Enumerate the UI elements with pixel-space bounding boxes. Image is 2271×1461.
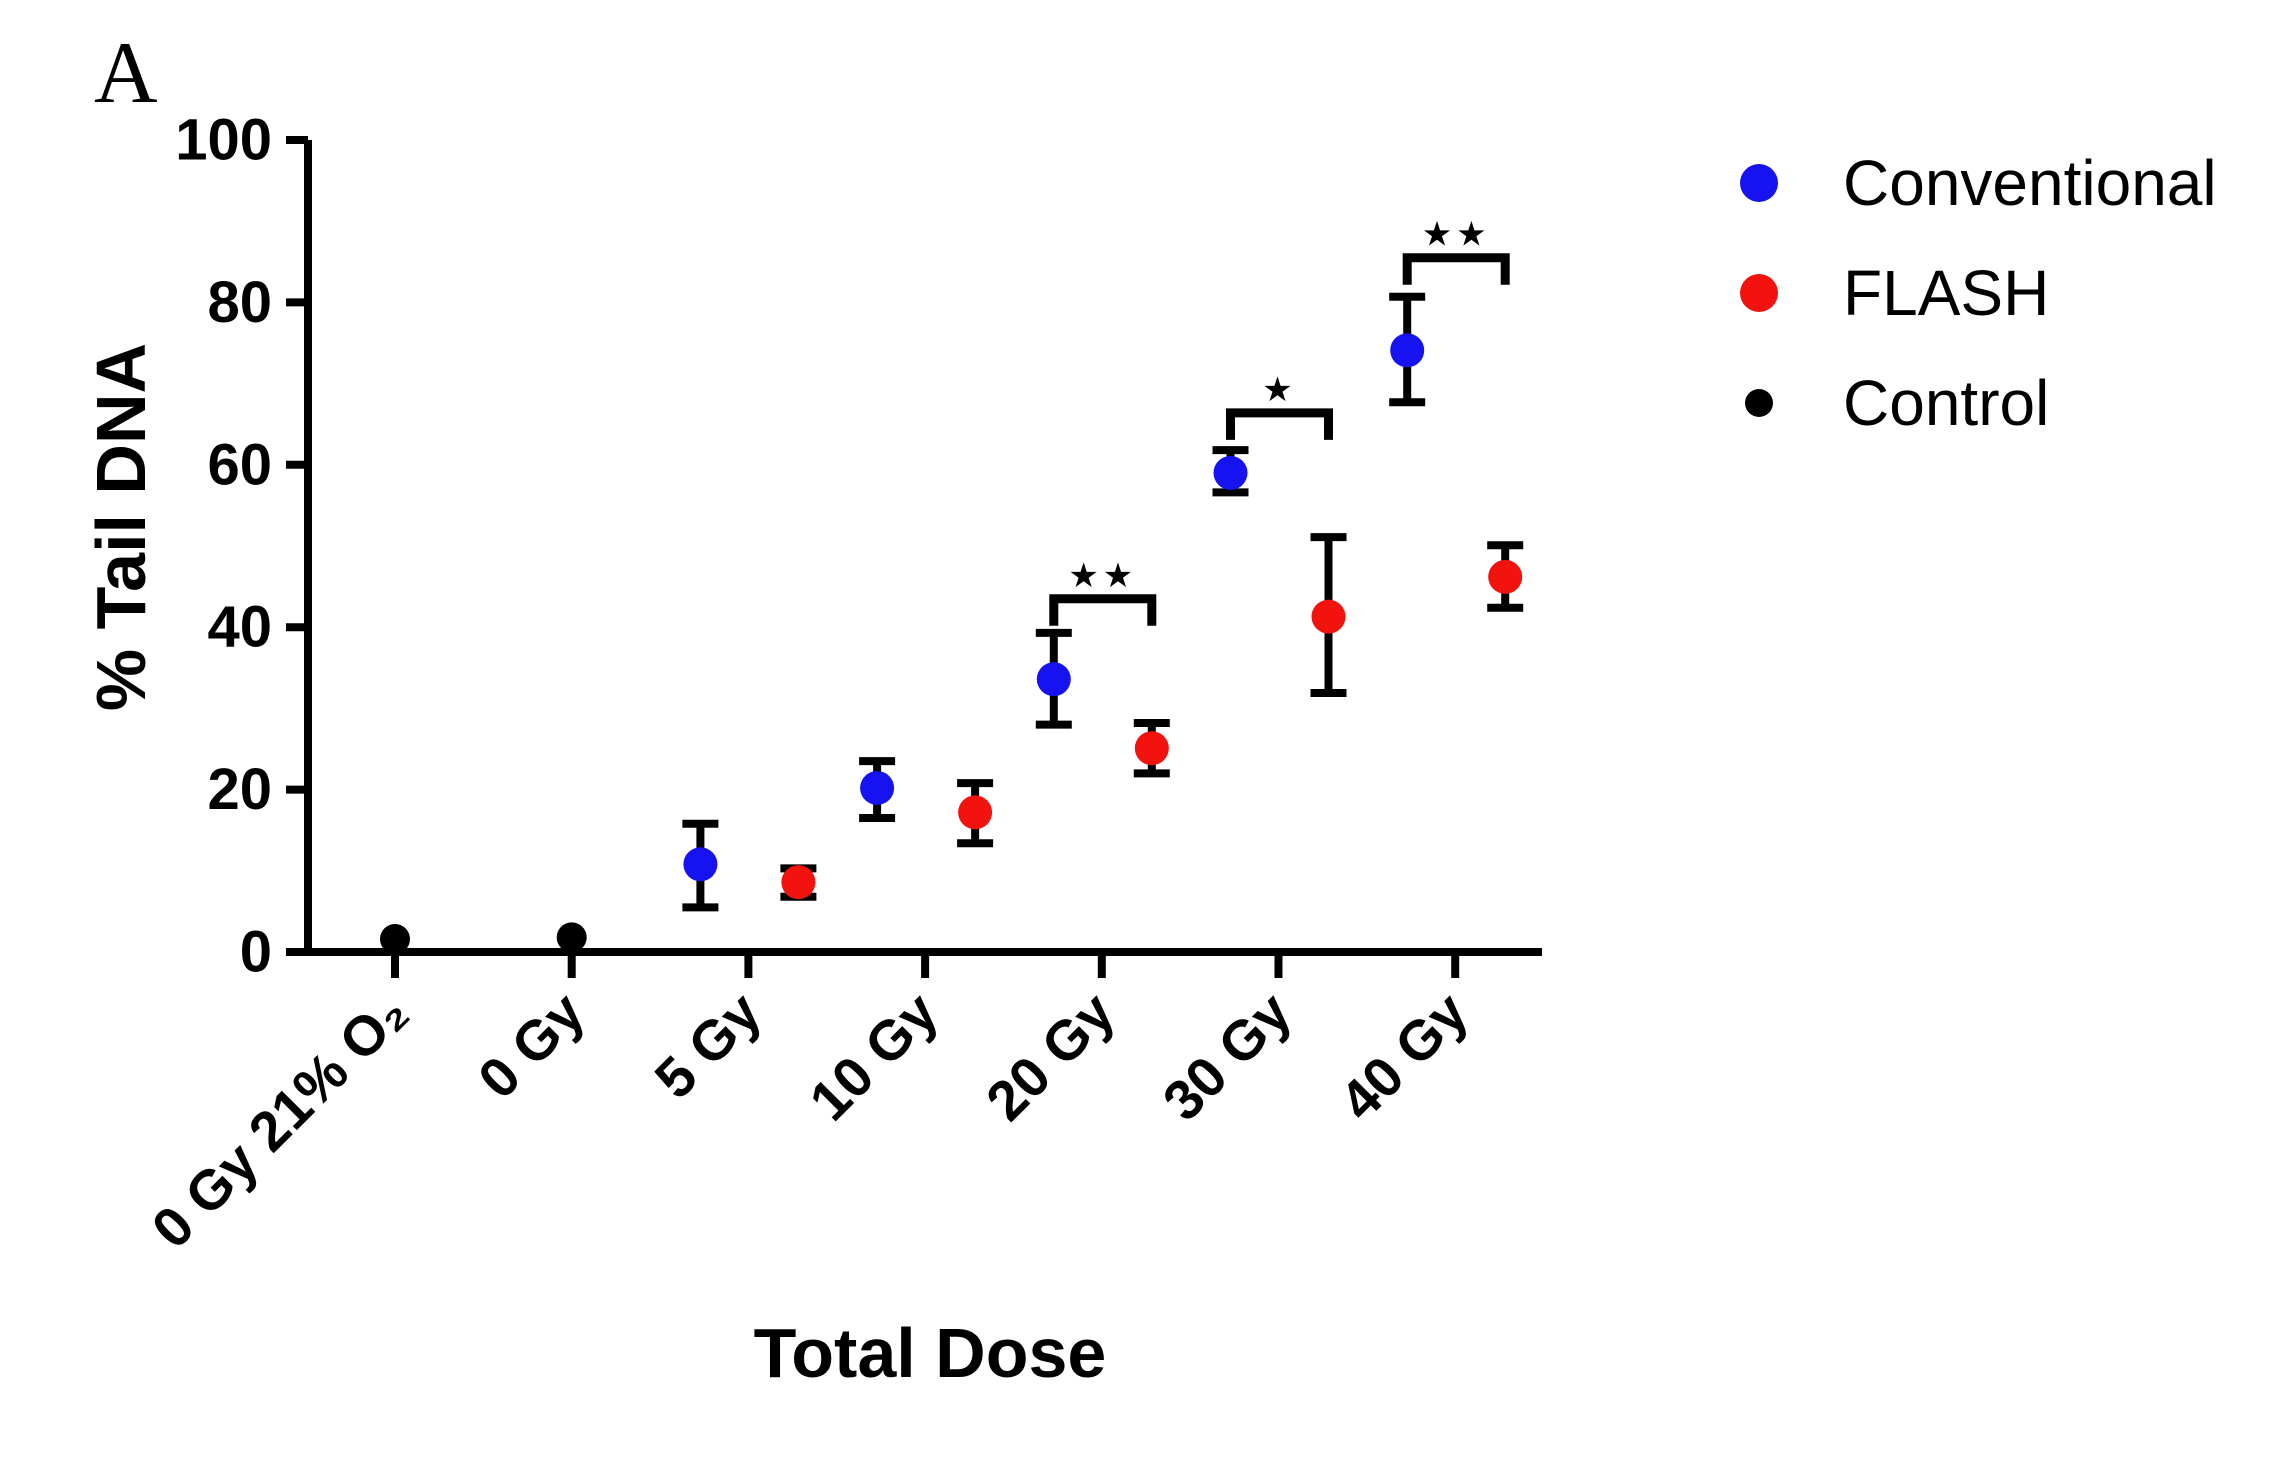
data-point-conventional [683, 847, 718, 882]
x-tick-label: 40 Gy [1327, 980, 1479, 1132]
data-point-control [556, 922, 587, 953]
data-point-flash [1311, 599, 1346, 634]
legend-label: Conventional [1843, 147, 2217, 219]
circle-icon [1729, 274, 1789, 312]
y-tick-label: 0 [240, 920, 272, 985]
legend-item-flash: FLASH [1729, 238, 2217, 348]
x-tick-label: 30 Gy [1151, 980, 1303, 1132]
control-marker-icon [1745, 389, 1773, 417]
y-tick-label: 80 [207, 270, 272, 335]
y-tick-label: 40 [207, 595, 272, 660]
data-point-flash [958, 795, 993, 830]
data-point-conventional [1390, 333, 1425, 368]
legend-label: Control [1843, 367, 2050, 439]
legend-label: FLASH [1843, 257, 2050, 329]
conventional-marker-icon [1740, 164, 1778, 202]
chart-legend: Conventional FLASH Control [1729, 128, 2217, 458]
x-tick-label: 10 Gy [797, 980, 949, 1132]
flash-marker-icon [1740, 274, 1778, 312]
significance-bracket [1049, 594, 1157, 626]
x-axis-title: Total Dose [753, 1314, 1107, 1392]
legend-item-conventional: Conventional [1729, 128, 2217, 238]
data-point-conventional [1213, 455, 1248, 490]
legend-item-control: Control [1729, 348, 2217, 458]
x-tick-label: 5 Gy [642, 980, 772, 1110]
x-tick-label: 20 Gy [974, 980, 1126, 1132]
data-point-conventional [860, 770, 895, 805]
x-tick-label: 0 Gy 21% O₂ [139, 980, 419, 1260]
data-point-flash [781, 865, 816, 900]
x-tick-label: 0 Gy [466, 980, 596, 1110]
significance-stars: ★★ [1422, 216, 1491, 254]
y-axis-title: % Tail DNA [82, 342, 160, 712]
data-point-flash [1134, 731, 1169, 766]
significance-bracket [1402, 253, 1510, 285]
significance-stars: ★ [1262, 371, 1296, 409]
significance-bracket [1226, 408, 1333, 440]
circle-icon [1729, 164, 1789, 202]
y-tick-label: 60 [207, 432, 272, 497]
y-tick-label: 100 [175, 108, 272, 173]
circle-icon [1729, 389, 1789, 417]
data-point-flash [1488, 559, 1523, 594]
panel-label: A [94, 25, 158, 122]
y-tick-label: 20 [207, 757, 272, 822]
data-point-control [380, 924, 410, 955]
significance-stars: ★★ [1068, 557, 1137, 595]
data-point-conventional [1036, 662, 1071, 697]
